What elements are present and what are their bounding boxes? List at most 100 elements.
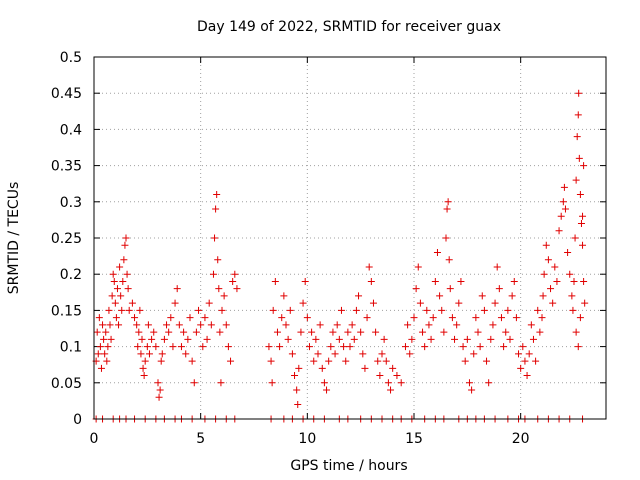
data-point — [372, 328, 380, 336]
data-point — [485, 379, 493, 387]
data-point — [555, 227, 563, 235]
data-point — [461, 357, 469, 365]
data-point — [96, 343, 104, 351]
data-point — [337, 306, 345, 314]
data-point — [440, 328, 448, 336]
data-point — [212, 205, 220, 213]
data-point — [369, 299, 377, 307]
data-point — [310, 357, 318, 365]
data-point — [288, 350, 296, 358]
data-point — [137, 350, 145, 358]
data-point — [527, 321, 535, 329]
data-point — [483, 357, 491, 365]
data-point — [323, 386, 331, 394]
data-point — [222, 321, 230, 329]
data-point — [294, 401, 302, 409]
data-point — [286, 306, 294, 314]
data-point — [136, 306, 144, 314]
data-point — [211, 234, 219, 242]
data-point — [209, 270, 217, 278]
data-point — [154, 379, 162, 387]
data-point — [427, 335, 435, 343]
chart-title: Day 149 of 2022, SRMTID for receiver gua… — [197, 19, 501, 35]
data-point — [561, 205, 569, 213]
data-point — [512, 314, 520, 322]
y-tick-label: 0 — [73, 412, 82, 428]
data-point — [444, 198, 452, 206]
data-points — [92, 89, 589, 423]
data-point — [544, 256, 552, 264]
data-point — [408, 335, 416, 343]
x-axis: 0 5 10 15 20 — [90, 57, 530, 447]
data-point — [177, 343, 185, 351]
data-point — [282, 321, 290, 329]
data-point — [101, 350, 109, 358]
data-point — [376, 372, 384, 380]
x-tick-label: 5 — [196, 431, 205, 447]
data-point — [227, 357, 235, 365]
data-point — [384, 379, 392, 387]
data-point — [120, 256, 128, 264]
data-point — [265, 343, 273, 351]
y-axis-label: SRMTID / TECUs — [6, 182, 22, 295]
data-point — [425, 321, 433, 329]
data-point — [510, 277, 518, 285]
data-point — [169, 343, 177, 351]
data-point — [406, 350, 414, 358]
y-axis: 0 0.05 0.1 0.15 0.2 0.25 0.3 0.35 0.4 0.45 0.5 — [51, 50, 606, 428]
data-point — [99, 321, 107, 329]
data-point — [480, 306, 488, 314]
data-point — [143, 343, 151, 351]
data-point — [293, 386, 301, 394]
data-point — [575, 89, 583, 97]
data-point — [532, 357, 540, 365]
data-point — [156, 386, 164, 394]
data-point — [318, 364, 326, 372]
data-point — [442, 234, 450, 242]
data-point — [355, 292, 363, 300]
y-tick-label: 0.4 — [60, 122, 82, 138]
data-point — [102, 328, 110, 336]
data-point — [564, 248, 572, 256]
data-point — [445, 256, 453, 264]
data-point — [350, 335, 358, 343]
y-tick-label: 0.05 — [51, 376, 82, 392]
data-point — [352, 306, 360, 314]
data-point — [316, 321, 324, 329]
data-point — [412, 285, 420, 293]
data-point — [579, 212, 587, 220]
data-point — [94, 350, 102, 358]
data-point — [457, 277, 465, 285]
data-point — [574, 111, 582, 119]
x-axis-label: GPS time / hours — [290, 458, 407, 474]
data-point — [414, 263, 422, 271]
data-point — [382, 357, 390, 365]
data-point — [139, 364, 147, 372]
data-point — [451, 335, 459, 343]
data-point — [443, 205, 451, 213]
data-point — [363, 314, 371, 322]
x-tick-label: 20 — [512, 431, 530, 447]
data-point — [160, 335, 168, 343]
data-point — [314, 350, 322, 358]
data-point — [192, 328, 200, 336]
data-point — [108, 292, 116, 300]
data-point — [419, 328, 427, 336]
data-point — [572, 176, 580, 184]
data-point — [539, 292, 547, 300]
data-point — [134, 343, 142, 351]
plot-frame — [93, 56, 607, 420]
data-point — [577, 220, 585, 228]
data-point — [109, 270, 117, 278]
data-point — [523, 372, 531, 380]
data-point — [571, 234, 579, 242]
data-point — [538, 314, 546, 322]
x-tick-label: 10 — [298, 431, 316, 447]
data-point — [380, 335, 388, 343]
data-point — [217, 379, 225, 387]
data-point — [389, 364, 397, 372]
data-point — [569, 306, 577, 314]
data-point — [340, 343, 348, 351]
data-point — [175, 321, 183, 329]
